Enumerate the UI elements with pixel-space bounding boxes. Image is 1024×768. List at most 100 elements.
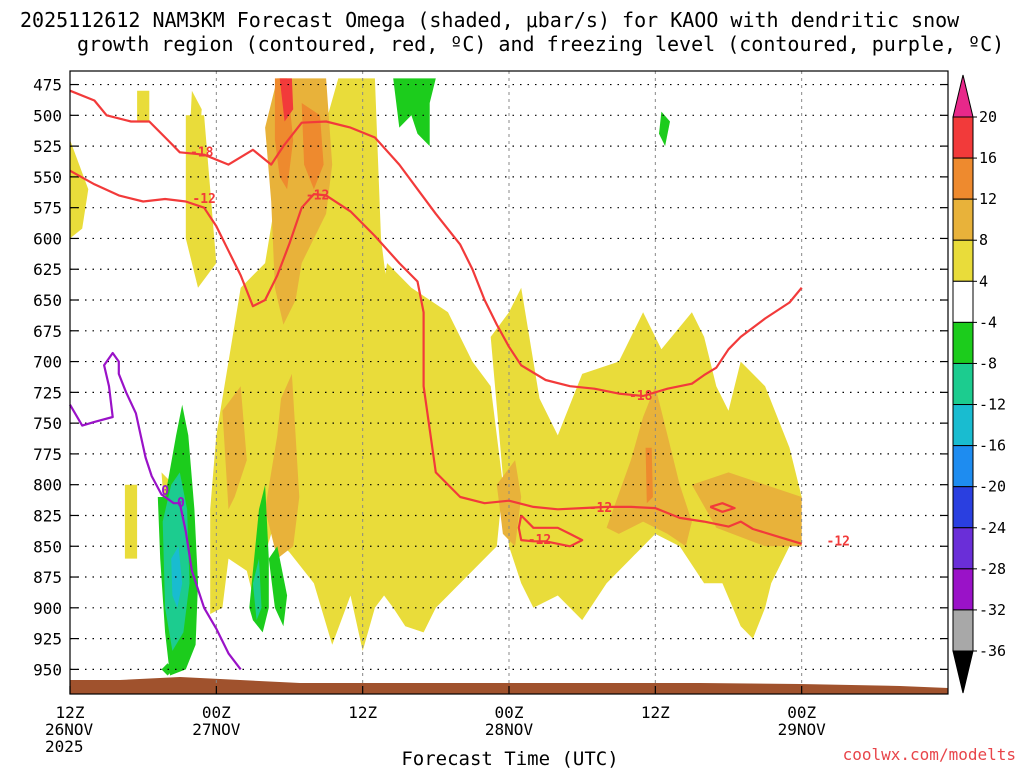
omega-region-2: [124, 484, 138, 559]
omega-region-0: [70, 139, 89, 239]
omega-region-14: [691, 472, 802, 547]
y-tick-label-775: 775: [33, 445, 62, 464]
colorbar-bin-3: [952, 239, 974, 282]
colorbar-top-arrow: [952, 74, 974, 118]
colorbar-bin-11: [952, 568, 974, 611]
omega-region-10: [222, 386, 247, 510]
colorbar-label--12: -12: [979, 396, 1006, 414]
contour-0-4: [69, 351, 242, 671]
y-tick-label-825: 825: [33, 506, 62, 525]
colorbar-label--20: -20: [979, 478, 1006, 496]
colorbar-label--4: -4: [979, 313, 997, 331]
y-tick-label-875: 875: [33, 568, 62, 587]
colorbar-legend: 20 16 12 8 4 -4 -8 -12 -16 -20 -24 -28 -32 -36: [952, 74, 1006, 694]
colorbar-label--16: -16: [979, 437, 1006, 455]
terrain-ground: [70, 677, 948, 694]
colorbar-bin-8: [952, 445, 974, 488]
contour-label-1-3: -12: [827, 534, 850, 549]
omega-region-27: [171, 546, 183, 608]
colorbar-bin-1: [952, 157, 974, 200]
colorbar-bin-7: [952, 404, 974, 447]
colorbar-bin-5: [952, 321, 974, 364]
x-tick-label-1-1: 27NOV: [192, 720, 241, 739]
omega-region-26: [252, 558, 262, 621]
colorbar-bottom-arrow: [952, 650, 974, 694]
contour-lines: -18 -18 -12 -12 -12 -12 -12 00: [69, 89, 850, 671]
contour-label-1-1: -12: [306, 188, 329, 203]
y-tick-label-750: 750: [33, 414, 62, 433]
colorbar-label--32: -32: [979, 601, 1006, 619]
omega-region-12: [496, 460, 522, 547]
contour-label-1-2: -12: [589, 501, 612, 516]
x-tick-label-0-1: 26NOV: [45, 720, 94, 739]
contour-label-4-0: 0: [161, 484, 169, 499]
gridlines: [70, 71, 948, 694]
x-axis-label: Forecast Time (UTC): [401, 748, 618, 768]
x-tick-label-0-2: 2025: [45, 737, 84, 756]
source-credit[interactable]: coolwx.com/modelts: [843, 745, 1016, 764]
omega-region-17: [645, 447, 653, 504]
colorbar-bin-0: [952, 116, 974, 159]
y-tick-label-650: 650: [33, 291, 62, 310]
colorbar-bin-2: [952, 198, 974, 241]
colorbar-label-16: 16: [979, 149, 997, 167]
omega-region-4: [185, 115, 217, 288]
y-tick-label-925: 925: [33, 630, 62, 649]
omega-region-23: [268, 546, 288, 627]
y-tick-label-500: 500: [33, 106, 62, 125]
colorbar-bin-4: [952, 280, 974, 323]
y-tick-label-575: 575: [33, 199, 62, 218]
omega-region-6: [210, 78, 406, 651]
contour--12-1: [69, 169, 803, 545]
y-tick-label-950: 950: [33, 660, 62, 679]
colorbar-bin-10: [952, 527, 974, 570]
y-tick-label-700: 700: [33, 353, 62, 372]
x-tick-label-4-0: 12Z: [641, 703, 670, 722]
contour-label-0-0: -18: [190, 145, 214, 160]
omega-shading: [70, 78, 802, 676]
y-tick-label-675: 675: [33, 322, 62, 341]
y-tick-label-600: 600: [33, 229, 62, 248]
x-tick-label-5-0: 00Z: [787, 703, 816, 722]
colorbar-bin-12: [952, 609, 974, 652]
x-tick-label-5-1: 29NOV: [778, 720, 827, 739]
x-tick-label-2-0: 12Z: [348, 703, 377, 722]
colorbar-label--28: -28: [979, 560, 1006, 578]
y-tick-label-800: 800: [33, 476, 62, 495]
y-tick-label-850: 850: [33, 537, 62, 556]
x-tick-label-3-1: 28NOV: [485, 720, 534, 739]
x-tick-label-1-0: 00Z: [202, 703, 231, 722]
contour--18-0: [69, 89, 803, 398]
colorbar-label--36: -36: [979, 642, 1006, 660]
omega-region-20: [659, 111, 670, 147]
colorbar-label--8: -8: [979, 354, 997, 372]
y-tick-label-475: 475: [33, 76, 62, 95]
contour--12-3: [709, 502, 736, 513]
x-tick-label-0-0: 12Z: [56, 703, 85, 722]
y-tick-label-625: 625: [33, 260, 62, 279]
terrain-fill: [70, 677, 948, 694]
y-tick-label-900: 900: [33, 599, 62, 618]
colorbar-label-8: 8: [979, 231, 988, 249]
colorbar-label-4: 4: [979, 272, 988, 290]
contour--12-2: [517, 514, 584, 548]
omega-region-18: [279, 78, 294, 122]
omega-region-19: [393, 78, 436, 147]
omega-region-9: [265, 373, 300, 559]
chart-title-line-1: 2025112612 NAM3KM Forecast Omega (shaded…: [20, 8, 960, 32]
y-tick-label-525: 525: [33, 137, 62, 156]
chart-title-line-2: growth region (contoured, red, ºC) and f…: [77, 32, 1004, 56]
y-axis: 475 500 525 550 575 600 625 650 675 700 725 750 775 8…: [33, 76, 948, 679]
contour-label-4-1: 0: [177, 496, 185, 511]
x-tick-label-3-0: 00Z: [495, 703, 524, 722]
y-tick-label-550: 550: [33, 168, 62, 187]
colorbar-label--24: -24: [979, 519, 1006, 537]
colorbar-bin-6: [952, 362, 974, 406]
y-tick-label-725: 725: [33, 383, 62, 402]
contour-label-2-0: -12: [528, 533, 551, 548]
contour-label-1-0: -12: [192, 192, 215, 207]
omega-region-1: [137, 90, 150, 122]
colorbar-label-12: 12: [979, 190, 997, 208]
